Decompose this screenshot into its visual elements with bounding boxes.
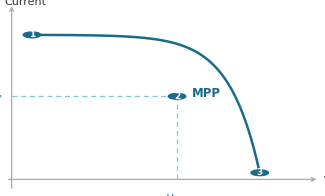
Ellipse shape — [23, 32, 41, 38]
Text: $U_{MPP}$: $U_{MPP}$ — [165, 192, 189, 196]
Text: MPP: MPP — [191, 86, 221, 100]
Ellipse shape — [168, 93, 186, 99]
Text: Current: Current — [4, 0, 46, 7]
Ellipse shape — [251, 170, 268, 176]
Text: 1: 1 — [29, 30, 35, 39]
Text: $I_{MPP}$: $I_{MPP}$ — [0, 89, 3, 103]
Text: Voltage: Voltage — [324, 176, 325, 186]
Text: 2: 2 — [174, 92, 180, 101]
Text: 3: 3 — [256, 168, 263, 177]
